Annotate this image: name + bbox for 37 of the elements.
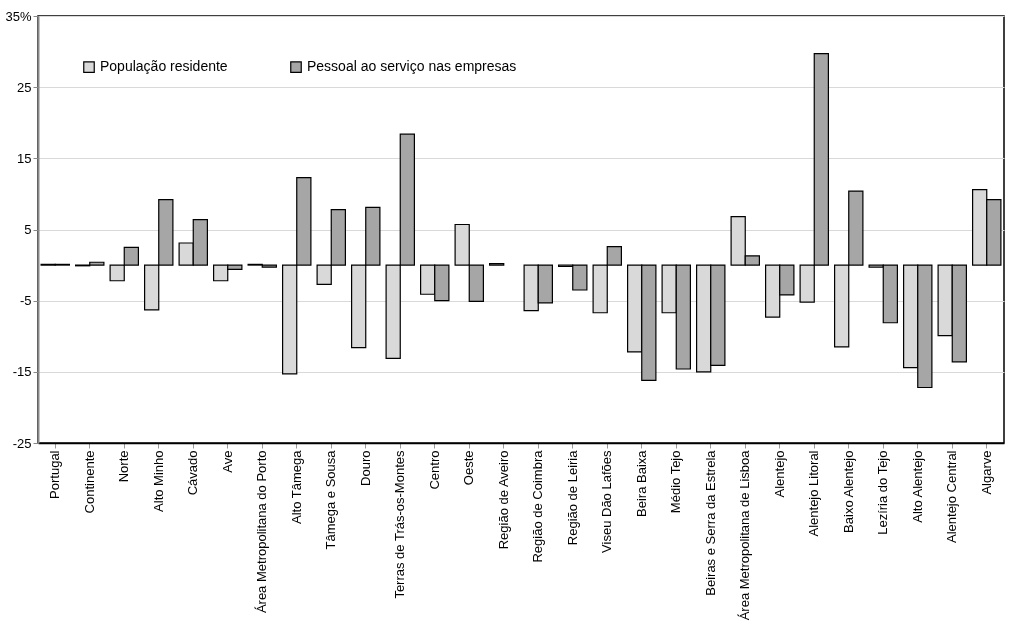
x-tick-label: Norte <box>116 450 132 483</box>
x-tick-label: Alto Tâmega <box>288 449 304 524</box>
x-tick-label: Beiras e Serra da Estrela <box>702 449 718 596</box>
x-tick-label: Oeste <box>461 450 477 486</box>
x-tick-label: Alto Alentejo <box>909 450 925 523</box>
y-tick-label: 5 <box>24 222 32 237</box>
y-tick-label: -15 <box>12 364 32 380</box>
x-tick-label: Área Metropolitana de Lisboa <box>737 449 753 621</box>
x-tick-label: Área Metropolitana do Porto <box>254 450 270 614</box>
x-tick-label: Cávado <box>185 450 201 496</box>
x-tick-label: Centro <box>426 450 442 490</box>
x-tick-label: Tâmega e Sousa <box>323 449 339 550</box>
x-tick-label: Região de Coimbra <box>530 449 546 563</box>
x-tick-label: Alto Minho <box>150 450 166 512</box>
x-tick-label: Viseu Dão Lafões <box>599 450 615 553</box>
x-tick-label: Alentejo Litoral <box>806 450 822 537</box>
x-tick-label: Beira Baixa <box>633 449 649 517</box>
legend-label: Pessoal ao serviço nas empresas <box>307 58 517 75</box>
x-tick-label: Algarve <box>978 450 994 495</box>
y-tick-label: -25 <box>12 435 32 451</box>
y-tick-label: 35% <box>5 8 32 24</box>
x-tick-label: Alentejo Central <box>944 450 960 543</box>
y-tick-label: -5 <box>19 293 32 309</box>
legend-label: População residente <box>100 58 228 75</box>
x-tick-label: Terras de Trás-os-Montes <box>392 450 408 599</box>
x-tick-label: Baixo Alentejo <box>840 450 856 533</box>
x-tick-label: Médio Tejo <box>668 450 684 514</box>
x-tick-label: Douro <box>357 450 373 486</box>
x-tick-label: Região de Aveiro <box>495 450 511 550</box>
y-tick-label: 15 <box>17 150 32 166</box>
x-tick-label: Lezíria do Tejo <box>875 450 891 535</box>
x-tick-label: Ave <box>219 450 235 473</box>
x-tick-label: Portugal <box>47 450 63 499</box>
x-tick-label: Alentejo <box>771 450 787 498</box>
y-tick-label: 25 <box>17 79 32 95</box>
x-tick-label: Região de Leiria <box>564 449 580 546</box>
x-tick-label: Continente <box>81 450 97 514</box>
